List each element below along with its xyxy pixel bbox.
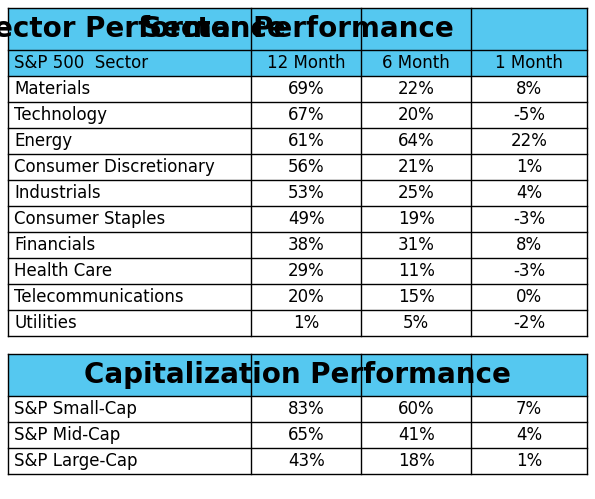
Bar [8, 76, 587, 102]
Text: 21%: 21% [397, 158, 434, 176]
Bar [8, 180, 587, 206]
Text: -3%: -3% [513, 262, 545, 280]
Bar [8, 8, 587, 50]
Text: S&P 500  Sector: S&P 500 Sector [14, 54, 148, 72]
Bar [8, 422, 587, 448]
Text: 43%: 43% [288, 452, 324, 470]
Text: 20%: 20% [398, 106, 434, 124]
Bar [361, 8, 471, 50]
Text: Industrials: Industrials [14, 184, 101, 202]
Text: 1%: 1% [516, 452, 542, 470]
Bar [8, 154, 587, 180]
Text: 49%: 49% [288, 210, 324, 228]
Text: 4%: 4% [516, 426, 542, 444]
Bar [8, 448, 587, 474]
Text: 65%: 65% [288, 426, 324, 444]
Bar [471, 8, 587, 50]
Text: 7%: 7% [516, 400, 542, 418]
Text: 29%: 29% [288, 262, 324, 280]
Text: Sector Performance: Sector Performance [0, 15, 286, 43]
Text: 4%: 4% [516, 184, 542, 202]
Text: 1 Month: 1 Month [495, 54, 563, 72]
Text: 67%: 67% [288, 106, 324, 124]
Bar [8, 258, 587, 284]
Text: S&P Large-Cap: S&P Large-Cap [14, 452, 137, 470]
Text: 20%: 20% [288, 288, 324, 306]
Bar [8, 102, 587, 128]
Text: 6 Month: 6 Month [383, 54, 450, 72]
Bar [8, 396, 587, 422]
Text: 69%: 69% [288, 80, 324, 98]
Text: 83%: 83% [288, 400, 324, 418]
Text: S&P Small-Cap: S&P Small-Cap [14, 400, 137, 418]
Text: 25%: 25% [398, 184, 434, 202]
Text: 53%: 53% [288, 184, 324, 202]
Text: Health Care: Health Care [14, 262, 112, 280]
Text: Utilities: Utilities [14, 314, 77, 332]
Text: Technology: Technology [14, 106, 107, 124]
Text: 0%: 0% [516, 288, 542, 306]
Text: 12 Month: 12 Month [267, 54, 346, 72]
Text: Capitalization Performance: Capitalization Performance [84, 361, 511, 389]
Text: Materials: Materials [14, 80, 90, 98]
Bar [8, 206, 587, 232]
Text: 8%: 8% [516, 236, 542, 254]
Text: 31%: 31% [397, 236, 434, 254]
Text: 8%: 8% [516, 80, 542, 98]
Bar [8, 8, 251, 50]
Text: 1%: 1% [293, 314, 320, 332]
Text: 22%: 22% [397, 80, 434, 98]
Bar [8, 284, 587, 310]
Bar [8, 354, 587, 396]
Text: 60%: 60% [398, 400, 434, 418]
Text: 61%: 61% [288, 132, 324, 150]
Text: 22%: 22% [511, 132, 547, 150]
Text: 5%: 5% [403, 314, 429, 332]
Text: -3%: -3% [513, 210, 545, 228]
Text: Energy: Energy [14, 132, 72, 150]
Text: 15%: 15% [398, 288, 434, 306]
Text: 11%: 11% [397, 262, 434, 280]
Text: Sector Performance: Sector Performance [142, 15, 453, 43]
Text: Financials: Financials [14, 236, 95, 254]
Text: 64%: 64% [398, 132, 434, 150]
Bar [251, 8, 361, 50]
Text: 18%: 18% [398, 452, 434, 470]
Text: Consumer Discretionary: Consumer Discretionary [14, 158, 215, 176]
Text: 56%: 56% [288, 158, 324, 176]
Text: -5%: -5% [513, 106, 545, 124]
Text: Telecommunications: Telecommunications [14, 288, 184, 306]
Text: 38%: 38% [288, 236, 324, 254]
Text: -2%: -2% [513, 314, 545, 332]
Text: 1%: 1% [516, 158, 542, 176]
Bar [8, 232, 587, 258]
Bar [8, 50, 587, 76]
Bar [8, 128, 587, 154]
Text: 19%: 19% [398, 210, 434, 228]
Bar [8, 310, 587, 336]
Text: S&P Mid-Cap: S&P Mid-Cap [14, 426, 120, 444]
Text: Consumer Staples: Consumer Staples [14, 210, 165, 228]
Text: 41%: 41% [398, 426, 434, 444]
